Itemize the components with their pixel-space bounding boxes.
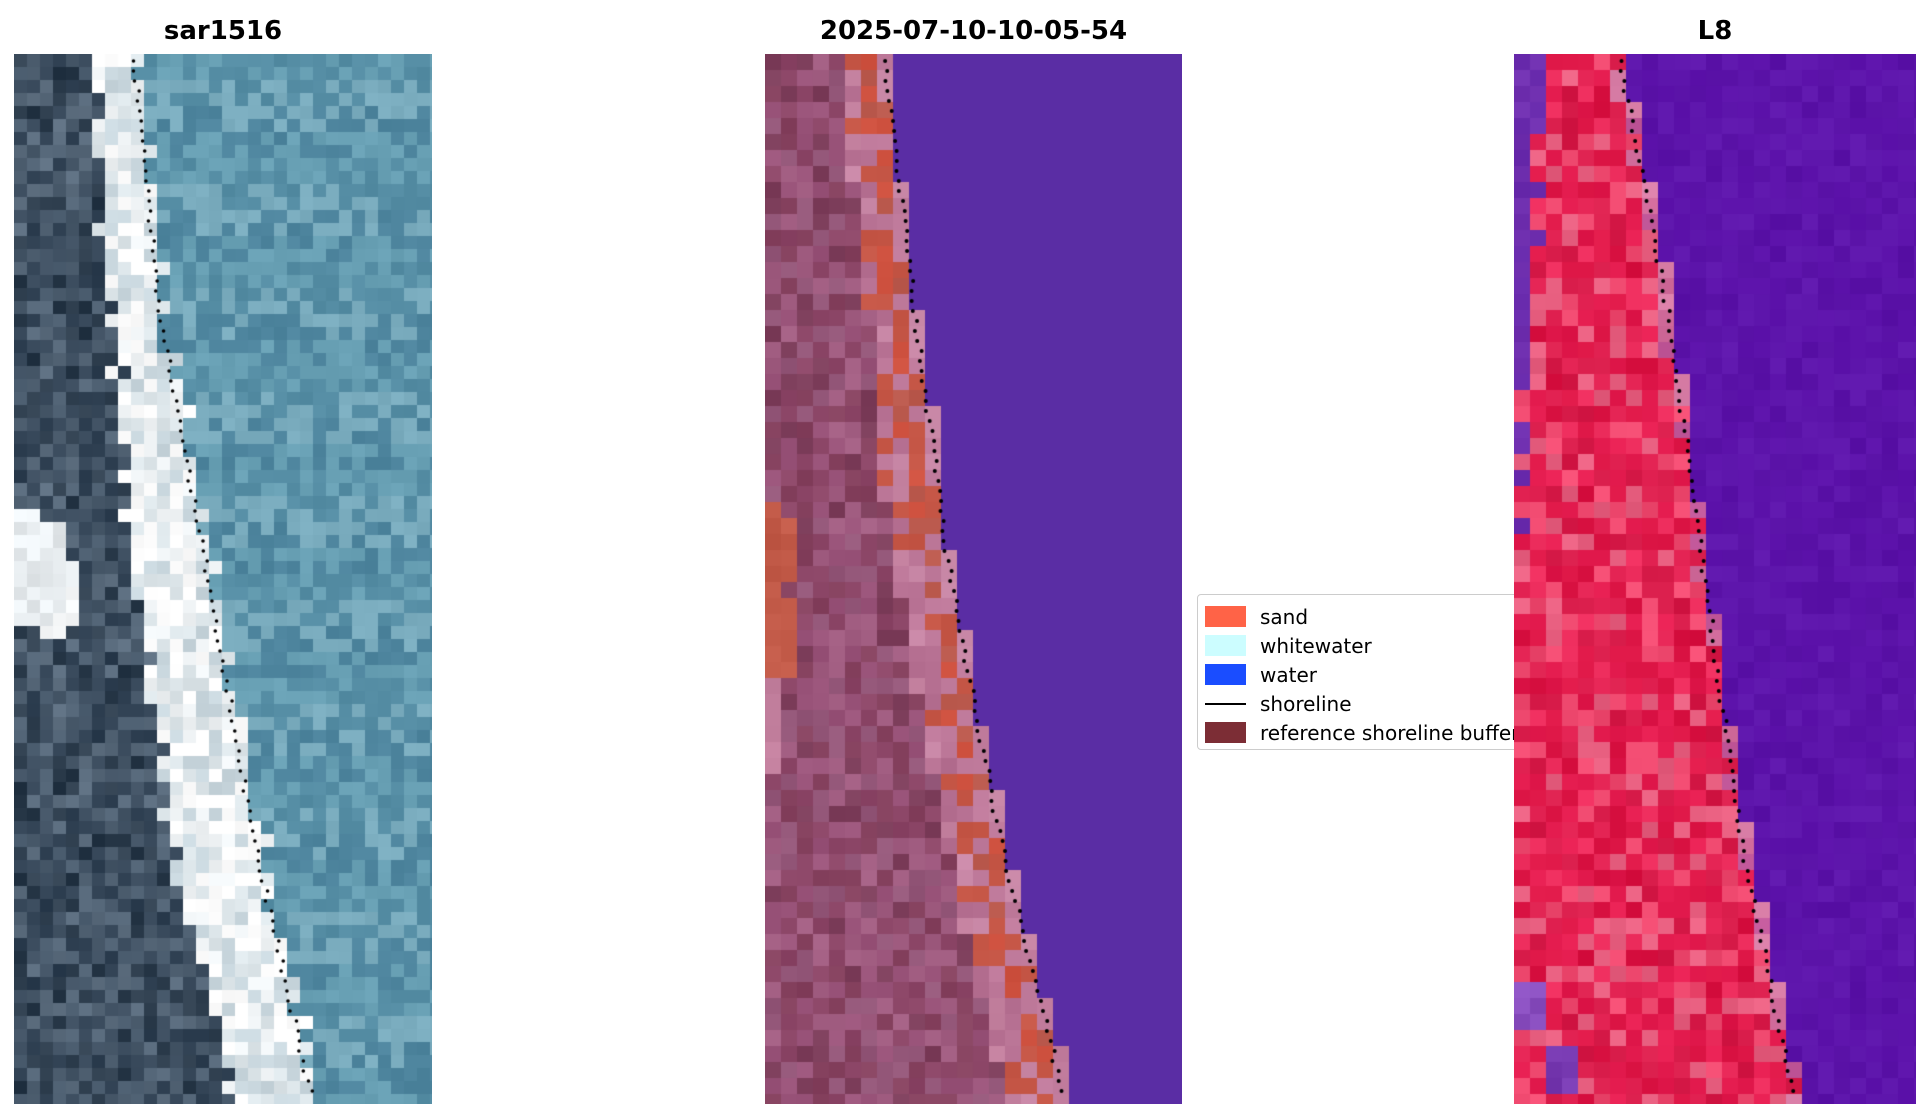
panel-l8: L8 — [1514, 8, 1916, 1104]
legend-item-sand: sand — [1205, 602, 1526, 631]
legend-item-reference-shoreline-buffer: reference shoreline buffer — [1205, 718, 1526, 747]
panel-sar1516: sar1516 — [14, 8, 432, 1104]
legend-item-shoreline: shoreline — [1205, 689, 1526, 718]
panel-title-sar1516: sar1516 — [163, 16, 283, 46]
legend-label: whitewater — [1260, 633, 1372, 658]
legend-color-swatch — [1205, 722, 1246, 743]
legend-label: reference shoreline buffer — [1260, 720, 1520, 745]
sar1516-image — [14, 54, 432, 1104]
legend-label: water — [1260, 662, 1317, 687]
legend-item-whitewater: whitewater — [1205, 631, 1526, 660]
legend-color-swatch — [1205, 606, 1246, 627]
legend-item-water: water — [1205, 660, 1526, 689]
classified-image — [765, 54, 1182, 1104]
panel-title-classified: 2025-07-10-10-05-54 — [819, 16, 1128, 46]
panel-classified: 2025-07-10-10-05-54 — [765, 8, 1182, 1104]
legend: sand whitewater water shoreline reference sh… — [1197, 594, 1527, 750]
legend-line-sample — [1205, 702, 1246, 705]
legend-color-swatch — [1205, 635, 1246, 656]
legend-label: sand — [1260, 604, 1309, 629]
l8-image — [1514, 54, 1916, 1104]
legend-color-swatch — [1205, 664, 1246, 685]
panel-title-l8: L8 — [1697, 16, 1733, 46]
legend-label: shoreline — [1260, 691, 1352, 716]
